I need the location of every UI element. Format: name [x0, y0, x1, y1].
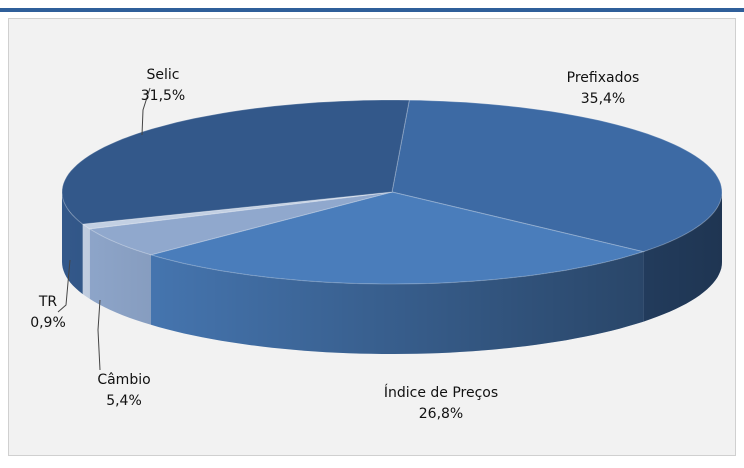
slice-label: Câmbio — [97, 372, 150, 388]
value-label: 31,5% — [141, 88, 185, 104]
leader-line — [97, 299, 101, 371]
slice — [391, 99, 723, 253]
slice — [61, 99, 410, 225]
slice-side-shade — [82, 224, 90, 299]
slice-label: Índice de Preços — [384, 384, 498, 401]
value-label: 26,8% — [419, 406, 463, 422]
slice-side-shade — [151, 251, 644, 354]
top-rule — [0, 8, 744, 12]
slice-side-shade — [89, 228, 151, 325]
value-label: 35,4% — [581, 91, 625, 107]
slice-label: Selic — [147, 67, 180, 83]
value-label: 5,4% — [106, 393, 142, 409]
slice — [88, 191, 393, 256]
leader-line — [141, 87, 151, 136]
leader-line — [57, 259, 71, 313]
slice-side-shade — [643, 192, 722, 322]
slice-label: Prefixados — [567, 70, 640, 86]
slice-label: TR — [38, 294, 58, 310]
slice-side-shade — [62, 192, 83, 295]
value-label: 0,9% — [30, 315, 66, 331]
slice — [149, 191, 646, 285]
